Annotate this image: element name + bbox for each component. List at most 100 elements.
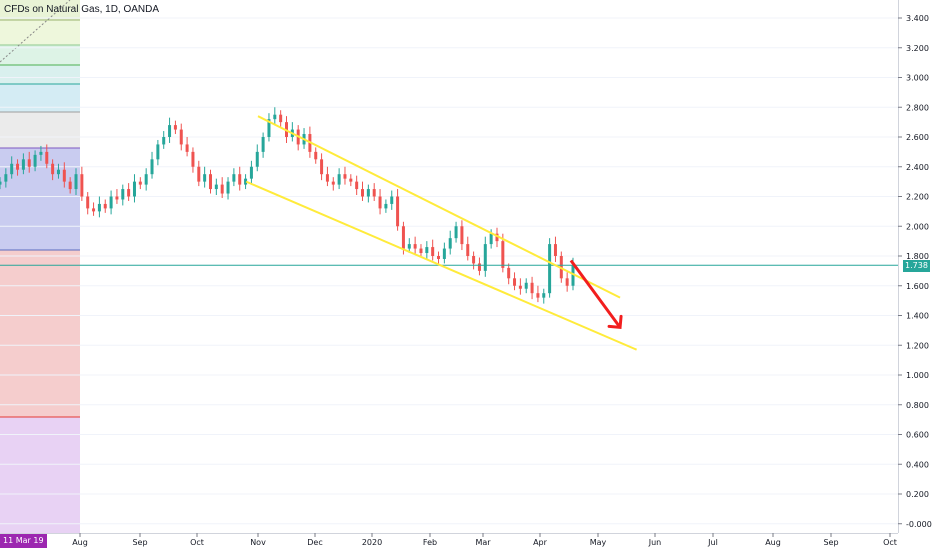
candle-body xyxy=(255,151,259,167)
candle-body xyxy=(325,174,329,182)
y-tick-label: 0.400 xyxy=(906,460,929,469)
candle-body xyxy=(477,263,481,271)
candle-body xyxy=(97,203,101,212)
fib-band-0 xyxy=(0,0,80,20)
candle-body xyxy=(214,184,218,190)
candle-body xyxy=(466,244,470,256)
fib-band-4 xyxy=(0,84,80,112)
candle-body xyxy=(343,174,347,179)
candle-body xyxy=(407,244,411,249)
candle-body xyxy=(553,244,557,256)
forecast-arrow-head xyxy=(607,314,623,330)
start-date-badge: 11 Mar 19 xyxy=(0,534,47,548)
candle-body xyxy=(384,203,388,209)
candle-body xyxy=(115,196,119,200)
candle-body xyxy=(448,238,452,249)
fib-band-8 xyxy=(0,417,80,533)
candle-body xyxy=(0,181,2,185)
candle-body xyxy=(203,174,207,182)
candle-body xyxy=(571,265,575,286)
candle-body xyxy=(366,189,370,197)
y-tick-label: 0.200 xyxy=(906,490,929,499)
candle-body xyxy=(109,196,113,209)
y-tick-label: 3.000 xyxy=(906,74,929,83)
candle-body xyxy=(513,278,517,286)
chart-title: CFDs on Natural Gas, 1D, OANDA xyxy=(4,4,160,15)
y-tick-label: 2.400 xyxy=(906,163,929,172)
x-tick-label: Aug xyxy=(765,538,781,547)
candle-body xyxy=(10,163,14,175)
x-tick-label: Apr xyxy=(533,538,548,547)
candle-body xyxy=(267,119,271,137)
x-tick-label: Feb xyxy=(423,538,437,547)
candle-body xyxy=(27,159,31,167)
y-tick-label: 1.200 xyxy=(906,341,929,350)
candle-body xyxy=(361,189,365,197)
candle-body xyxy=(548,244,552,294)
channel-upper-line xyxy=(257,115,621,299)
y-tick-label: 3.200 xyxy=(906,44,929,53)
y-tick-label: 2.200 xyxy=(906,193,929,202)
candle-body xyxy=(372,189,376,197)
candle-body xyxy=(144,174,148,185)
fib-band-7 xyxy=(0,250,80,417)
fib-trend-line xyxy=(0,0,71,63)
candle-body xyxy=(21,159,25,170)
candle-body xyxy=(396,196,400,227)
candle-body xyxy=(454,226,458,239)
x-tick-label: Oct xyxy=(190,538,204,547)
candle-body xyxy=(226,181,230,194)
y-tick-label: -0.000 xyxy=(906,520,932,529)
y-tick-label: 1.000 xyxy=(906,371,929,380)
candle-body xyxy=(431,247,435,256)
fib-retracement-bands xyxy=(0,0,80,533)
candle-body xyxy=(185,144,189,152)
candle-body xyxy=(442,248,446,259)
current-price-badge: 1.738 xyxy=(903,260,930,272)
x-tick-label: Aug xyxy=(72,538,88,547)
x-tick-label: Nov xyxy=(250,538,266,547)
x-tick-label: May xyxy=(590,538,607,547)
trend-drawings xyxy=(0,115,898,351)
candle-body xyxy=(507,267,511,279)
candle-body xyxy=(74,174,78,190)
candle-body xyxy=(419,248,423,254)
candle-body xyxy=(162,137,166,145)
candle-body xyxy=(62,169,66,182)
candle-body xyxy=(489,233,493,245)
x-tick-label: Sep xyxy=(823,538,838,547)
candle-body xyxy=(460,226,464,245)
candle-body xyxy=(197,166,201,182)
candle-body xyxy=(501,241,505,268)
candle-body xyxy=(51,163,55,175)
fib-band-3 xyxy=(0,65,80,84)
candle-body xyxy=(4,174,8,182)
candle-body xyxy=(483,244,487,271)
candle-body xyxy=(45,151,49,164)
x-tick-label: Mar xyxy=(475,538,491,547)
fib-band-2 xyxy=(0,45,80,65)
candle-body xyxy=(138,181,142,185)
candle-body xyxy=(530,282,534,294)
candle-body xyxy=(565,278,569,286)
y-tick-label: 1.600 xyxy=(906,282,929,291)
x-tick-label: Sep xyxy=(132,538,147,547)
y-tick-label: 1.400 xyxy=(906,312,929,321)
candle-body xyxy=(495,233,499,242)
candle-body xyxy=(518,285,522,289)
candle-body xyxy=(355,181,359,190)
x-tick-label: Oct xyxy=(883,538,897,547)
candle-body xyxy=(68,181,72,190)
candle-body xyxy=(273,114,277,120)
fib-band-5 xyxy=(0,112,80,148)
candle-body xyxy=(238,174,242,185)
candle-body xyxy=(103,203,107,209)
candle-body xyxy=(132,181,136,197)
candle-body xyxy=(232,174,236,182)
y-tick-label: 0.600 xyxy=(906,431,929,440)
candle-body xyxy=(191,151,195,167)
y-tick-label: 2.800 xyxy=(906,103,929,112)
candles xyxy=(0,107,575,304)
candle-body xyxy=(92,208,96,212)
